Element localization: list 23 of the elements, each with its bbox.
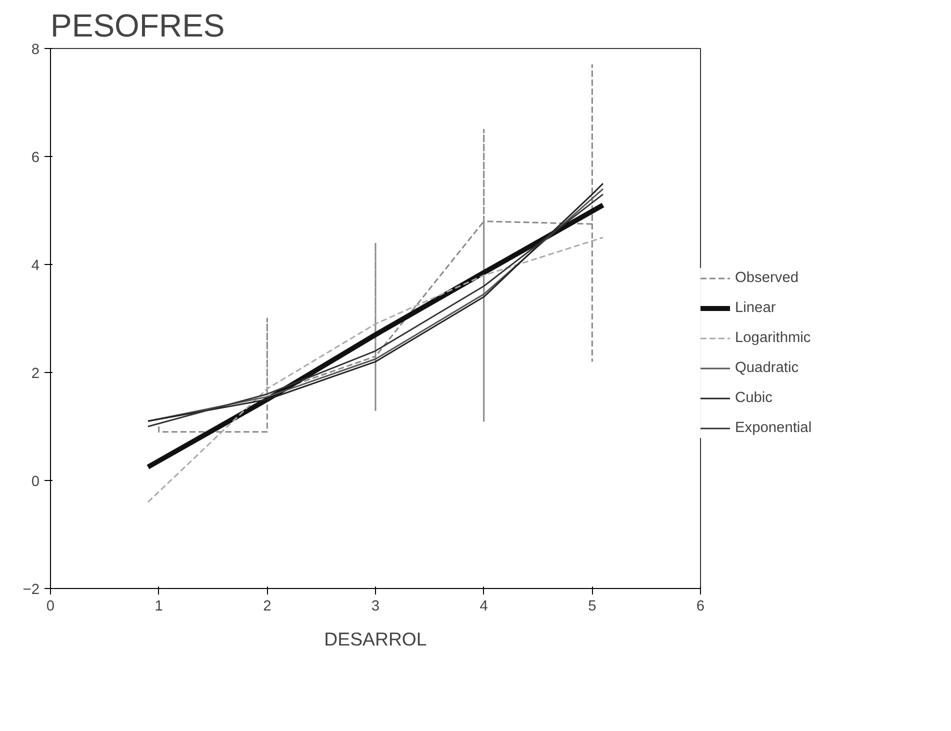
x-tick-label: 0 xyxy=(46,598,55,614)
x-tick-label: 3 xyxy=(371,598,380,614)
line-series xyxy=(158,64,593,433)
y-tick-label: 8 xyxy=(31,42,40,58)
legend-label: Quadratic xyxy=(735,360,799,376)
x-tick-label: 1 xyxy=(154,598,163,614)
y-tick-label: 6 xyxy=(31,150,40,166)
y-tick-label: 0 xyxy=(31,474,40,490)
y-tick-label: 4 xyxy=(31,258,40,274)
x-tick-label: 6 xyxy=(696,598,705,614)
legend-label: Exponential xyxy=(735,420,812,436)
y-tick-label: −2 xyxy=(22,582,40,598)
chart-title: PESOFRES xyxy=(50,8,225,44)
y-tick-label: 2 xyxy=(31,366,40,382)
x-tick-label: 5 xyxy=(588,598,596,614)
x-tick-label: 2 xyxy=(263,598,272,614)
legend-label: Logarithmic xyxy=(735,330,811,346)
legend-label: Observed xyxy=(735,270,799,286)
legend-label: Cubic xyxy=(735,390,772,406)
x-tick-label: 4 xyxy=(480,598,488,614)
legend-label: Linear xyxy=(735,300,776,316)
x-axis-title: DESARROL xyxy=(324,628,427,650)
line-series xyxy=(147,236,604,503)
